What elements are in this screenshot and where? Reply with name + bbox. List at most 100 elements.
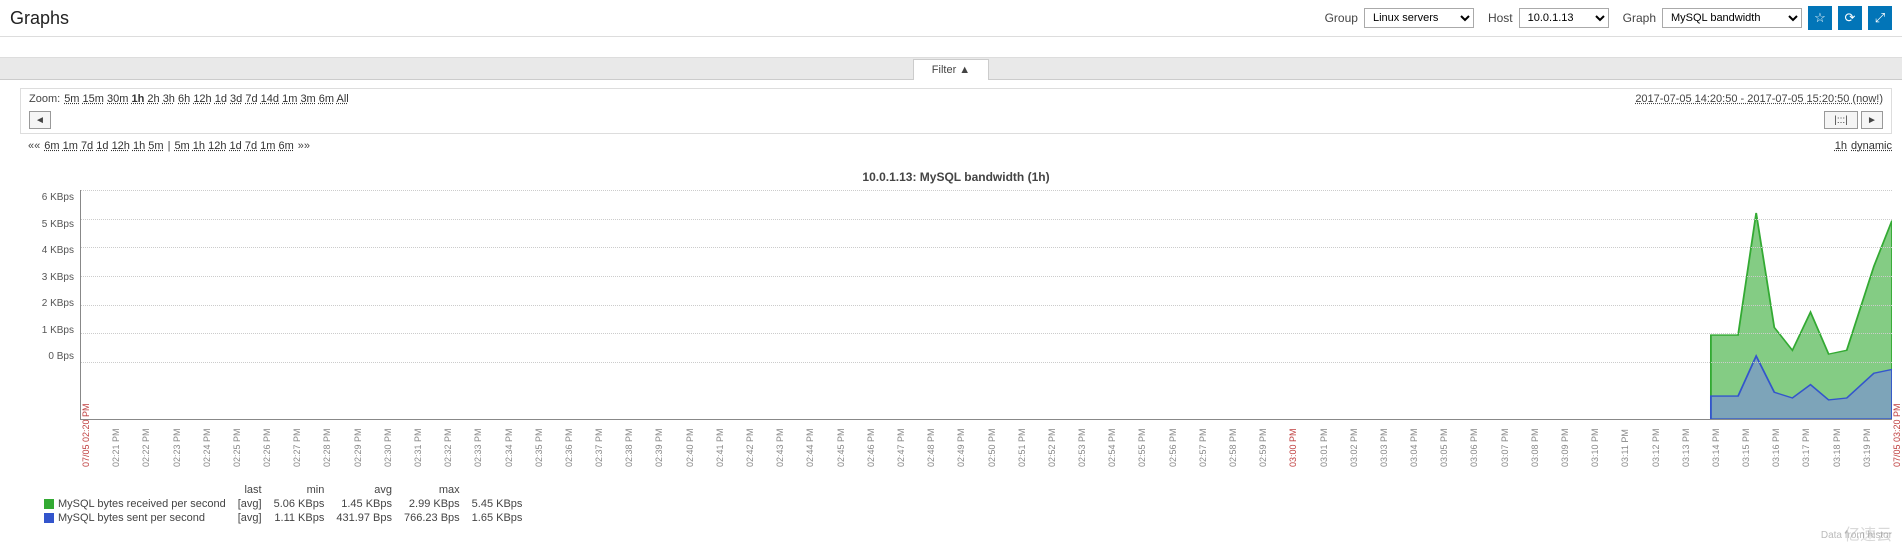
x-tick: 02:23 PM [172, 428, 182, 467]
gridline [81, 333, 1892, 334]
chart-wrap: 10.0.1.13: MySQL bandwidth (1h) 6 KBps5 … [20, 164, 1892, 526]
zoom-option-2h[interactable]: 2h [147, 93, 159, 105]
x-tick: 03:07 PM [1500, 428, 1510, 467]
legend-swatch-icon [44, 499, 54, 509]
zoom-row: Zoom: 5m 15m 30m 1h 2h 3h 6h 12h 1d 3d 7… [29, 93, 1883, 105]
x-tick: 02:24 PM [202, 428, 212, 467]
shift-link-7d[interactable]: 7d [81, 140, 93, 152]
x-tick: 02:21 PM [111, 428, 121, 467]
zoom-option-6m[interactable]: 6m [319, 93, 334, 105]
x-tick: 02:27 PM [292, 428, 302, 467]
x-tick: 02:29 PM [353, 428, 363, 467]
chart-area: 6 KBps5 KBps4 KBps3 KBps2 KBps1 KBps0 Bp… [20, 190, 1892, 420]
legend-agg: [avg] [238, 512, 272, 524]
legend-col [44, 484, 236, 496]
x-tick: 02:37 PM [594, 428, 604, 467]
zoom-option-3m[interactable]: 3m [300, 93, 315, 105]
group-select[interactable]: Linux servers [1364, 8, 1474, 28]
legend-last: 5.06 KBps [274, 498, 335, 510]
zoom-option-5m[interactable]: 5m [64, 93, 79, 105]
shift-link-12h[interactable]: 12h [112, 140, 130, 152]
x-tick: 07/05 02:20 PM [81, 403, 91, 467]
x-tick: 03:15 PM [1741, 428, 1751, 467]
nav-scroll-button[interactable]: |:::| [1824, 111, 1858, 129]
page-title: Graphs [10, 8, 69, 29]
nav-left-button[interactable]: ◄ [29, 111, 51, 129]
x-tick: 03:08 PM [1530, 428, 1540, 467]
x-tick: 02:34 PM [504, 428, 514, 467]
x-tick: 02:50 PM [987, 428, 997, 467]
x-axis: 07/05 02:20 PM02:21 PM02:22 PM02:23 PM02… [81, 419, 1892, 475]
zoom-option-7d[interactable]: 7d [245, 93, 257, 105]
zoom-option-1m[interactable]: 1m [282, 93, 297, 105]
x-tick: 03:00 PM [1288, 428, 1298, 467]
y-tick: 1 KBps [20, 325, 74, 336]
shift-link-7d[interactable]: 7d [245, 140, 257, 152]
filter-toggle[interactable]: Filter ▲ [913, 59, 989, 80]
x-tick: 02:57 PM [1198, 428, 1208, 467]
shift-link-1d[interactable]: 1d [230, 140, 242, 152]
graph-select[interactable]: MySQL bandwidth [1662, 8, 1802, 28]
header-controls: Group Linux servers Host 10.0.1.13 Graph… [1317, 6, 1892, 30]
shift-link-6m[interactable]: 6m [278, 140, 293, 152]
y-tick: 6 KBps [20, 192, 74, 203]
gridline [81, 362, 1892, 363]
x-tick: 03:14 PM [1711, 428, 1721, 467]
favorite-button[interactable]: ☆ [1808, 6, 1832, 30]
mode-dynamic[interactable]: dynamic [1851, 140, 1892, 152]
mode-duration[interactable]: 1h [1835, 140, 1847, 152]
shift-link-1m[interactable]: 1m [63, 140, 78, 152]
x-tick: 02:42 PM [745, 428, 755, 467]
gridline [81, 305, 1892, 306]
plot-area: 07/05 02:20 PM02:21 PM02:22 PM02:23 PM02… [80, 190, 1892, 420]
zoom-option-1h[interactable]: 1h [131, 93, 144, 105]
page-header: Graphs Group Linux servers Host 10.0.1.1… [0, 0, 1902, 37]
shift-link-5m[interactable]: 5m [148, 140, 163, 152]
x-tick: 03:09 PM [1560, 428, 1570, 467]
zoom-option-12h[interactable]: 12h [193, 93, 211, 105]
host-label: Host [1488, 11, 1513, 25]
time-range[interactable]: 2017-07-05 14:20:50 - 2017-07-05 15:20:5… [1635, 93, 1883, 105]
fullscreen-button[interactable]: ⤢ [1868, 6, 1892, 30]
x-tick: 02:52 PM [1047, 428, 1057, 467]
x-tick: 02:49 PM [956, 428, 966, 467]
gridline [81, 219, 1892, 220]
x-tick: 03:11 PM [1620, 429, 1630, 467]
x-tick: 02:31 PM [413, 428, 423, 467]
x-tick: 02:28 PM [322, 428, 332, 467]
y-tick: 3 KBps [20, 272, 74, 283]
refresh-button[interactable]: ⟳ [1838, 6, 1862, 30]
shift-link-6m[interactable]: 6m [44, 140, 59, 152]
nav-right-button[interactable]: ► [1861, 111, 1883, 129]
x-tick: 02:35 PM [534, 428, 544, 467]
zoom-option-6h[interactable]: 6h [178, 93, 190, 105]
zoom-option-1d[interactable]: 1d [215, 93, 227, 105]
shift-suffix: »» [298, 140, 310, 152]
x-tick: 03:18 PM [1832, 428, 1842, 467]
x-tick: 02:44 PM [805, 428, 815, 467]
zoom-option-15m[interactable]: 15m [83, 93, 104, 105]
zoom-option-3h[interactable]: 3h [163, 93, 175, 105]
star-icon: ☆ [1814, 10, 1826, 26]
legend-avg: 766.23 Bps [404, 512, 470, 524]
shift-link-1h[interactable]: 1h [133, 140, 145, 152]
shift-link-1d[interactable]: 1d [96, 140, 108, 152]
zoom-option-All[interactable]: All [337, 93, 349, 105]
zoom-option-3d[interactable]: 3d [230, 93, 242, 105]
shift-link-1h[interactable]: 1h [193, 140, 205, 152]
host-select[interactable]: 10.0.1.13 [1519, 8, 1609, 28]
shift-link-1m[interactable]: 1m [260, 140, 275, 152]
x-tick: 02:51 PM [1017, 428, 1027, 467]
legend-min: 431.97 Bps [336, 512, 402, 524]
zoom-option-30m[interactable]: 30m [107, 93, 128, 105]
x-tick: 03:01 PM [1319, 428, 1329, 467]
shift-link-5m[interactable]: 5m [174, 140, 189, 152]
zoom-option-14d[interactable]: 14d [261, 93, 279, 105]
shift-sep: | [168, 140, 171, 152]
zoom-nav-row: ◄ |:::| ► [29, 111, 1883, 129]
legend-label: MySQL bytes sent per second [44, 512, 236, 524]
watermark-icon: 亿速云 [1844, 521, 1892, 545]
gridline [81, 247, 1892, 248]
legend-col: avg [336, 484, 402, 496]
shift-link-12h[interactable]: 12h [208, 140, 226, 152]
